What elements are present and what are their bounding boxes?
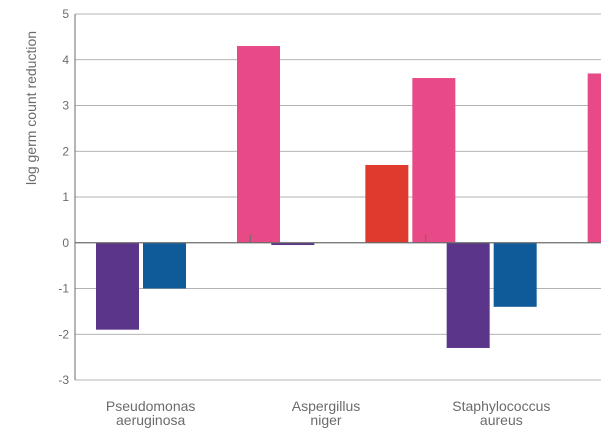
label-layer: log germ count reduction 5 4 3 2 1 0 -1 -2 -3 Pse… <box>23 7 550 428</box>
grid-layer <box>75 13 601 381</box>
bar <box>237 46 280 243</box>
bar-layer <box>96 46 601 348</box>
y-tick-label: 2 <box>62 144 69 158</box>
bar <box>493 242 537 307</box>
bar <box>96 242 139 330</box>
category-label: niger <box>310 412 341 428</box>
bar <box>143 242 186 289</box>
bar <box>365 164 409 243</box>
bar <box>446 242 490 348</box>
y-tick-label: 0 <box>62 236 69 250</box>
category-label: Aspergillus <box>292 398 360 414</box>
category-label: Pseudomonas <box>106 398 196 414</box>
category-label: aeruginosa <box>116 412 185 428</box>
y-tick-label: -3 <box>58 373 69 387</box>
bar <box>412 78 456 243</box>
y-tick-label: 4 <box>62 53 69 67</box>
bar <box>271 242 315 246</box>
bar <box>587 73 601 243</box>
y-axis-label: log germ count reduction <box>23 31 39 185</box>
axis-layer <box>74 14 601 380</box>
y-tick-label: -2 <box>58 327 69 341</box>
y-tick-label: 5 <box>62 7 69 21</box>
y-tick-label: 1 <box>62 190 69 204</box>
y-tick-label: -1 <box>58 282 69 296</box>
y-tick-label: 3 <box>62 99 69 113</box>
category-label: aureus <box>480 412 523 428</box>
category-label: Staphylococcus <box>452 398 550 414</box>
